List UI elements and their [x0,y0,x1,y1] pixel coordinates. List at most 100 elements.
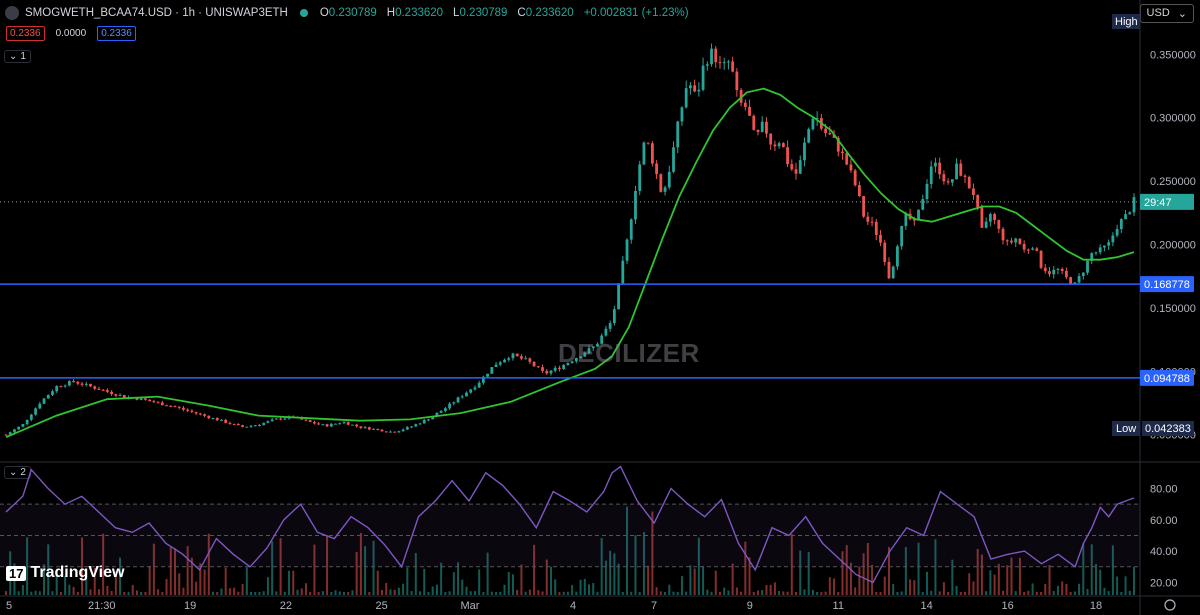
volume-bar [883,576,886,595]
candle-body [152,401,156,403]
candle-body [401,429,405,432]
volume-bar [630,591,633,595]
candle-body [773,144,777,147]
volume-bar [465,586,468,595]
chevron-down-icon: ⌄ [1177,8,1187,20]
candle-body [959,163,963,176]
volume-bar [17,591,20,595]
volume-bar [478,569,481,595]
ohlc-high: H0.233620 [386,7,444,19]
candle-body [452,402,456,404]
candle-body [410,426,413,428]
symbol-name[interactable]: SMOGWETH_BCAA74.USD · 1h · UNISWAP3ETH [25,7,288,19]
candle-body [1014,238,1018,243]
candle-body [887,261,891,279]
lower-line-label: 0.094788 [1144,373,1190,385]
volume-bar [321,591,324,595]
candle-body [912,219,916,221]
candle-body [346,422,350,425]
candle-body [156,402,160,404]
volume-bar [423,568,426,595]
volume-bar [795,591,798,595]
candle-body [629,219,633,240]
volume-bar [833,578,836,595]
candle-body [583,352,587,357]
volume-bar [457,562,460,595]
volume-bar [583,578,586,595]
candle-body [1035,248,1039,251]
candle-body [8,432,12,435]
candle-body [857,185,861,197]
candle-body [676,121,680,148]
high-tag-bg [1112,14,1140,29]
candle-body [241,425,244,427]
candle-body [701,65,705,90]
candle-body [549,370,553,374]
volume-bar [123,591,126,595]
candle-body [841,151,844,154]
volume-bar [744,541,747,595]
candle-body [587,348,591,353]
ohlc-close: C0.233620 [517,7,574,19]
low-tag: Low [1116,423,1136,435]
candle-body [604,328,608,336]
volume-bar [554,579,557,595]
volume-bar [921,591,924,595]
candle-body [765,121,768,134]
volume-bar [841,551,844,595]
candle-body [528,358,532,362]
candle-body [42,398,46,404]
candle-body [743,102,747,107]
volume-bar [1048,564,1051,595]
candle-body [503,359,506,363]
candle-body [705,64,709,66]
volume-bar [368,591,371,595]
candle-body [443,408,447,412]
tradingview-logo[interactable]: 17 TradingView [6,564,124,582]
buy-button[interactable]: 0.2336 [97,26,136,41]
volume-bar [165,579,168,595]
candle-body [389,431,392,433]
rsi-tick-label: 20.00 [1150,577,1178,589]
sell-button[interactable]: 0.2336 [6,26,45,41]
volume-bar [68,584,71,595]
volume-bar [76,591,79,595]
candle-body [566,362,570,366]
volume-bar [186,546,189,595]
candle-body [803,142,806,161]
volume-bar [495,591,498,595]
candle-body [418,423,422,425]
currency-select[interactable]: USD ⌄ [1139,4,1194,23]
volume-bar [845,545,848,595]
candle-body [114,394,118,396]
volume-bar [21,585,24,595]
candle-body [579,356,582,358]
volume-bar [782,591,785,595]
candle-body [1111,235,1115,243]
volume-bar [566,591,569,595]
candle-body [29,414,33,420]
current-price-timer-bg [1140,193,1194,210]
candle-body [448,403,451,409]
main-pane-collapse-button[interactable]: ⌄ 1 [4,50,31,63]
candle-body [938,162,942,175]
settings-gear-icon [1164,599,1176,611]
candle-body [190,410,194,412]
volume-bar [621,591,624,595]
volume-bar [740,591,743,595]
volume-bar [592,583,595,595]
candle-body [714,48,718,63]
volume-bar [1027,590,1030,595]
tradingview-mark-icon: 17 [6,565,27,581]
candle-body [1098,247,1102,253]
volume-bar [490,591,493,595]
candle-body [1031,248,1035,250]
volume-bar [55,575,58,595]
volume-bar [710,591,713,595]
candle-body [1103,245,1106,248]
rsi-tick-label: 60.00 [1150,515,1178,527]
candle-body [621,260,625,284]
volume-bar [503,584,506,595]
volume-bar [376,570,379,595]
